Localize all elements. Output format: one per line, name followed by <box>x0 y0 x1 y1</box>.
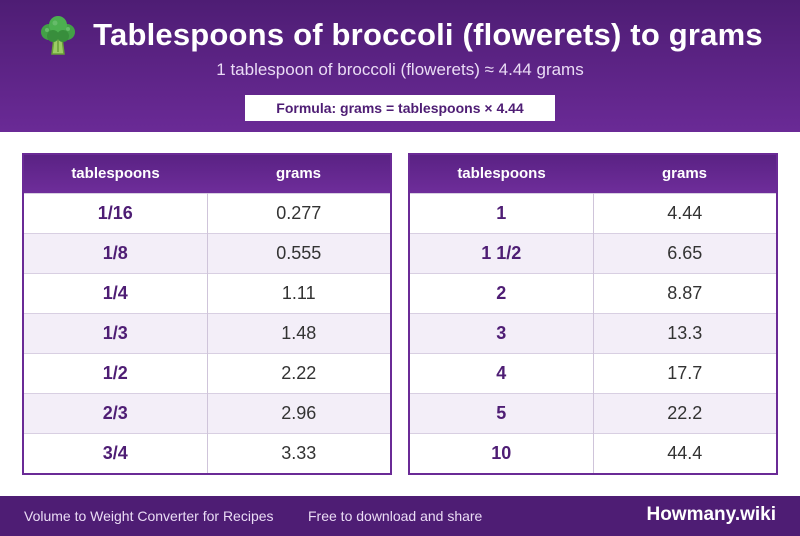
grams-cell: 3.33 <box>207 432 390 473</box>
grams-cell: 2.96 <box>207 392 390 433</box>
footer-share-text: Free to download and share <box>308 508 483 524</box>
grams-cell: 1.48 <box>207 312 390 353</box>
table-row: 1/8 0.555 <box>24 232 390 273</box>
table-row: 3 13.3 <box>410 312 776 353</box>
tablespoons-cell: 1/2 <box>24 352 208 393</box>
tablespoons-cell: 1/8 <box>24 232 208 273</box>
grams-cell: 0.555 <box>207 232 390 273</box>
tablespoons-cell: 1/4 <box>24 272 208 313</box>
grams-cell: 13.3 <box>593 312 776 353</box>
table-row: 5 22.2 <box>410 392 776 433</box>
conversion-subtitle: 1 tablespoon of broccoli (flowerets) ≈ 4… <box>216 60 584 79</box>
tablespoons-cell: 1 <box>410 192 594 233</box>
column-header-tablespoons: tablespoons <box>24 155 207 193</box>
page-title: Tablespoons of broccoli (flowerets) to g… <box>93 17 763 52</box>
broccoli-icon <box>37 14 79 56</box>
column-header-grams: grams <box>593 155 776 193</box>
table-row: 1/16 0.277 <box>24 192 390 233</box>
conversion-table-right: tablespoons grams 1 4.44 1 1/2 6.65 2 8.87 … <box>408 153 778 475</box>
table-row: 1/3 1.48 <box>24 312 390 353</box>
grams-cell: 22.2 <box>593 392 776 433</box>
header-banner: Tablespoons of broccoli (flowerets) to g… <box>0 0 800 132</box>
formula-box: Formula: grams = tablespoons × 4.44 <box>245 95 555 121</box>
table-row: 4 17.7 <box>410 352 776 393</box>
tablespoons-cell: 3/4 <box>24 432 208 473</box>
grams-cell: 17.7 <box>593 352 776 393</box>
grams-cell: 4.44 <box>593 192 776 233</box>
grams-cell: 0.277 <box>207 192 390 233</box>
grams-cell: 8.87 <box>593 272 776 313</box>
table-row: 1 4.44 <box>410 192 776 233</box>
tablespoons-cell: 1 1/2 <box>410 232 594 273</box>
tablespoons-cell: 4 <box>410 352 594 393</box>
table-row: 3/4 3.33 <box>24 432 390 473</box>
footer-bar: Volume to Weight Converter for Recipes F… <box>0 496 800 536</box>
column-header-grams: grams <box>207 155 390 193</box>
table-row: 2 8.87 <box>410 272 776 313</box>
tablespoons-cell: 3 <box>410 312 594 353</box>
grams-cell: 1.11 <box>207 272 390 313</box>
tablespoons-cell: 2 <box>410 272 594 313</box>
table-row: 1/4 1.11 <box>24 272 390 313</box>
footer-converter-text: Volume to Weight Converter for Recipes <box>24 508 274 524</box>
table-row: 2/3 2.96 <box>24 392 390 433</box>
grams-cell: 44.4 <box>593 432 776 473</box>
column-header-tablespoons: tablespoons <box>410 155 593 193</box>
tablespoons-cell: 2/3 <box>24 392 208 433</box>
table-row: 1/2 2.22 <box>24 352 390 393</box>
tablespoons-cell: 1/3 <box>24 312 208 353</box>
grams-cell: 2.22 <box>207 352 390 393</box>
grams-cell: 6.65 <box>593 232 776 273</box>
table-row: 10 44.4 <box>410 432 776 473</box>
conversion-table-left: tablespoons grams 1/16 0.277 1/8 0.555 1/4… <box>22 153 392 475</box>
tablespoons-cell: 10 <box>410 432 594 473</box>
title-row: Tablespoons of broccoli (flowerets) to g… <box>0 12 800 58</box>
tablespoons-cell: 5 <box>410 392 594 433</box>
tablespoons-cell: 1/16 <box>24 192 208 233</box>
table-row: 1 1/2 6.65 <box>410 232 776 273</box>
brand-logo-text[interactable]: Howmany.wiki <box>646 504 776 525</box>
